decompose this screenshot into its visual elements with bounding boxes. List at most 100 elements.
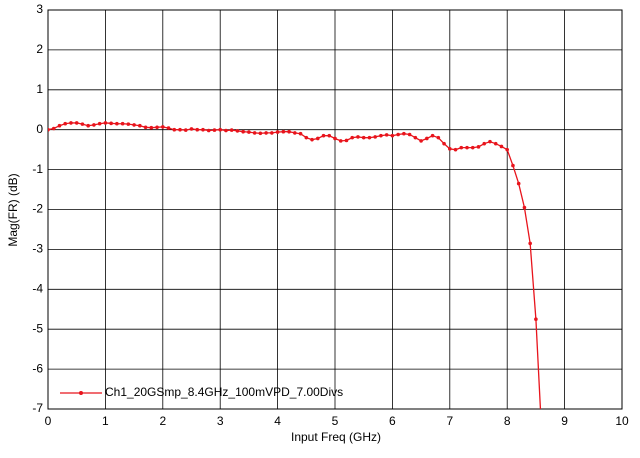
data-point xyxy=(247,130,251,134)
x-tick-label: 0 xyxy=(45,414,52,428)
data-point xyxy=(126,122,131,126)
y-tick-label: -2 xyxy=(32,202,43,216)
data-point xyxy=(86,123,90,128)
data-point xyxy=(321,133,326,138)
x-tick-label: 5 xyxy=(332,414,339,428)
data-point xyxy=(161,125,165,129)
data-point xyxy=(344,138,349,143)
data-point xyxy=(109,121,113,126)
data-point xyxy=(155,125,159,130)
data-point xyxy=(402,131,406,136)
legend-label: Ch1_20GSmp_8.4GHz_100mVPD_7.00Divs xyxy=(105,385,343,399)
x-tick-label: 6 xyxy=(389,414,396,428)
data-point xyxy=(522,205,527,210)
data-point xyxy=(293,131,297,135)
data-point xyxy=(379,133,383,138)
data-point xyxy=(241,129,245,134)
data-point xyxy=(189,127,194,131)
data-point xyxy=(516,181,521,186)
data-point xyxy=(430,133,435,138)
data-point xyxy=(453,147,458,152)
data-point xyxy=(310,137,314,142)
data-point xyxy=(138,123,142,128)
data-point xyxy=(258,131,263,136)
y-tick-label: 0 xyxy=(36,122,43,136)
y-tick-label: -6 xyxy=(32,361,43,375)
y-tick-label: -3 xyxy=(32,242,43,256)
x-tick-label: 2 xyxy=(159,414,166,428)
data-point xyxy=(218,127,222,132)
data-point xyxy=(275,130,280,134)
data-point xyxy=(505,147,510,152)
data-point xyxy=(63,121,68,126)
data-point xyxy=(281,129,286,134)
data-point xyxy=(115,121,119,126)
x-tick-label: 4 xyxy=(274,414,281,428)
y-tick-label: -1 xyxy=(32,162,43,176)
x-tick-label: 9 xyxy=(561,414,568,428)
data-point xyxy=(92,123,96,127)
data-point xyxy=(373,135,377,139)
x-tick-label: 1 xyxy=(102,414,109,428)
data-point xyxy=(511,163,515,168)
data-point xyxy=(448,147,452,151)
data-point xyxy=(482,141,487,146)
data-point xyxy=(540,431,544,435)
data-point xyxy=(97,121,102,126)
data-point xyxy=(499,144,504,149)
data-point xyxy=(74,121,79,125)
data-point xyxy=(488,139,492,144)
legend-marker xyxy=(79,391,83,395)
data-point xyxy=(298,131,303,136)
data-point xyxy=(442,141,446,146)
y-tick-label: 3 xyxy=(36,2,43,16)
plot-border xyxy=(47,9,623,410)
data-point xyxy=(212,128,217,132)
data-point xyxy=(425,136,429,141)
x-axis-label: Input Freq (GHz) xyxy=(291,430,381,444)
data-point xyxy=(57,123,62,128)
data-point xyxy=(534,317,538,322)
data-point xyxy=(476,145,481,149)
x-tick-label: 10 xyxy=(615,414,629,428)
data-point xyxy=(69,121,73,125)
data-point xyxy=(143,125,148,130)
x-tick-label: 3 xyxy=(217,414,224,428)
data-point xyxy=(367,135,372,140)
data-point xyxy=(304,135,309,140)
y-tick-label: -5 xyxy=(32,321,43,335)
data-point xyxy=(195,127,200,132)
data-point xyxy=(235,129,240,133)
data-point xyxy=(493,141,498,146)
data-point xyxy=(132,123,136,127)
y-tick-label: 2 xyxy=(36,42,43,56)
data-point xyxy=(166,126,171,130)
data-point xyxy=(287,129,291,134)
data-point xyxy=(206,128,211,133)
x-tick-label: 7 xyxy=(446,414,453,428)
data-point xyxy=(103,121,108,125)
data-point xyxy=(48,127,50,132)
data-point xyxy=(80,122,85,126)
data-point xyxy=(413,135,418,140)
data-point xyxy=(327,133,332,138)
data-point xyxy=(470,145,475,150)
data-point xyxy=(252,131,257,135)
data-point xyxy=(201,127,205,132)
data-point xyxy=(436,135,441,140)
data-point xyxy=(465,145,469,150)
data-point xyxy=(315,136,320,141)
data-point xyxy=(361,135,366,140)
y-tick-label: -7 xyxy=(32,401,43,415)
data-point xyxy=(459,145,464,150)
data-point xyxy=(172,127,177,132)
data-point xyxy=(356,135,360,139)
y-tick-label: 1 xyxy=(36,82,43,96)
data-point xyxy=(264,131,268,135)
data-point xyxy=(149,125,154,130)
data-point xyxy=(528,241,532,246)
data-point xyxy=(390,133,395,138)
y-axis-label: Mag(FR) (dB) xyxy=(6,173,20,246)
y-tick-label: -4 xyxy=(32,281,43,295)
